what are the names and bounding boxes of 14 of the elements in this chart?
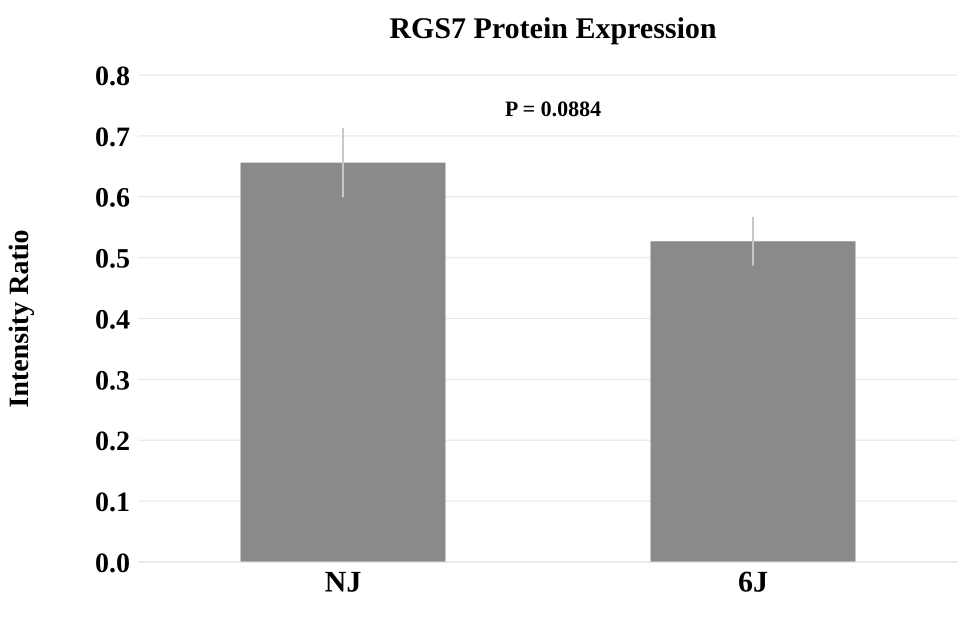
y-tick-label: 0.3 xyxy=(95,365,130,396)
y-tick-label: 0.8 xyxy=(95,60,130,92)
y-axis-title: Intensity Ratio xyxy=(4,229,35,408)
y-tick-label: 0.6 xyxy=(95,182,130,214)
y-tick-label: 0.1 xyxy=(95,487,130,518)
y-tick-label: 0.7 xyxy=(95,122,130,153)
x-tick-label: 6J xyxy=(738,565,768,598)
annotation: P = 0.0884 xyxy=(504,96,602,122)
y-tick-label: 0.4 xyxy=(95,304,130,336)
y-tick-label: 0.5 xyxy=(95,244,130,275)
x-tick-label: NJ xyxy=(324,565,362,598)
y-tick-label: 0.0 xyxy=(95,548,130,579)
chart-title: RGS7 Protein Expression xyxy=(388,12,718,46)
y-tick-label: 0.2 xyxy=(95,426,130,458)
